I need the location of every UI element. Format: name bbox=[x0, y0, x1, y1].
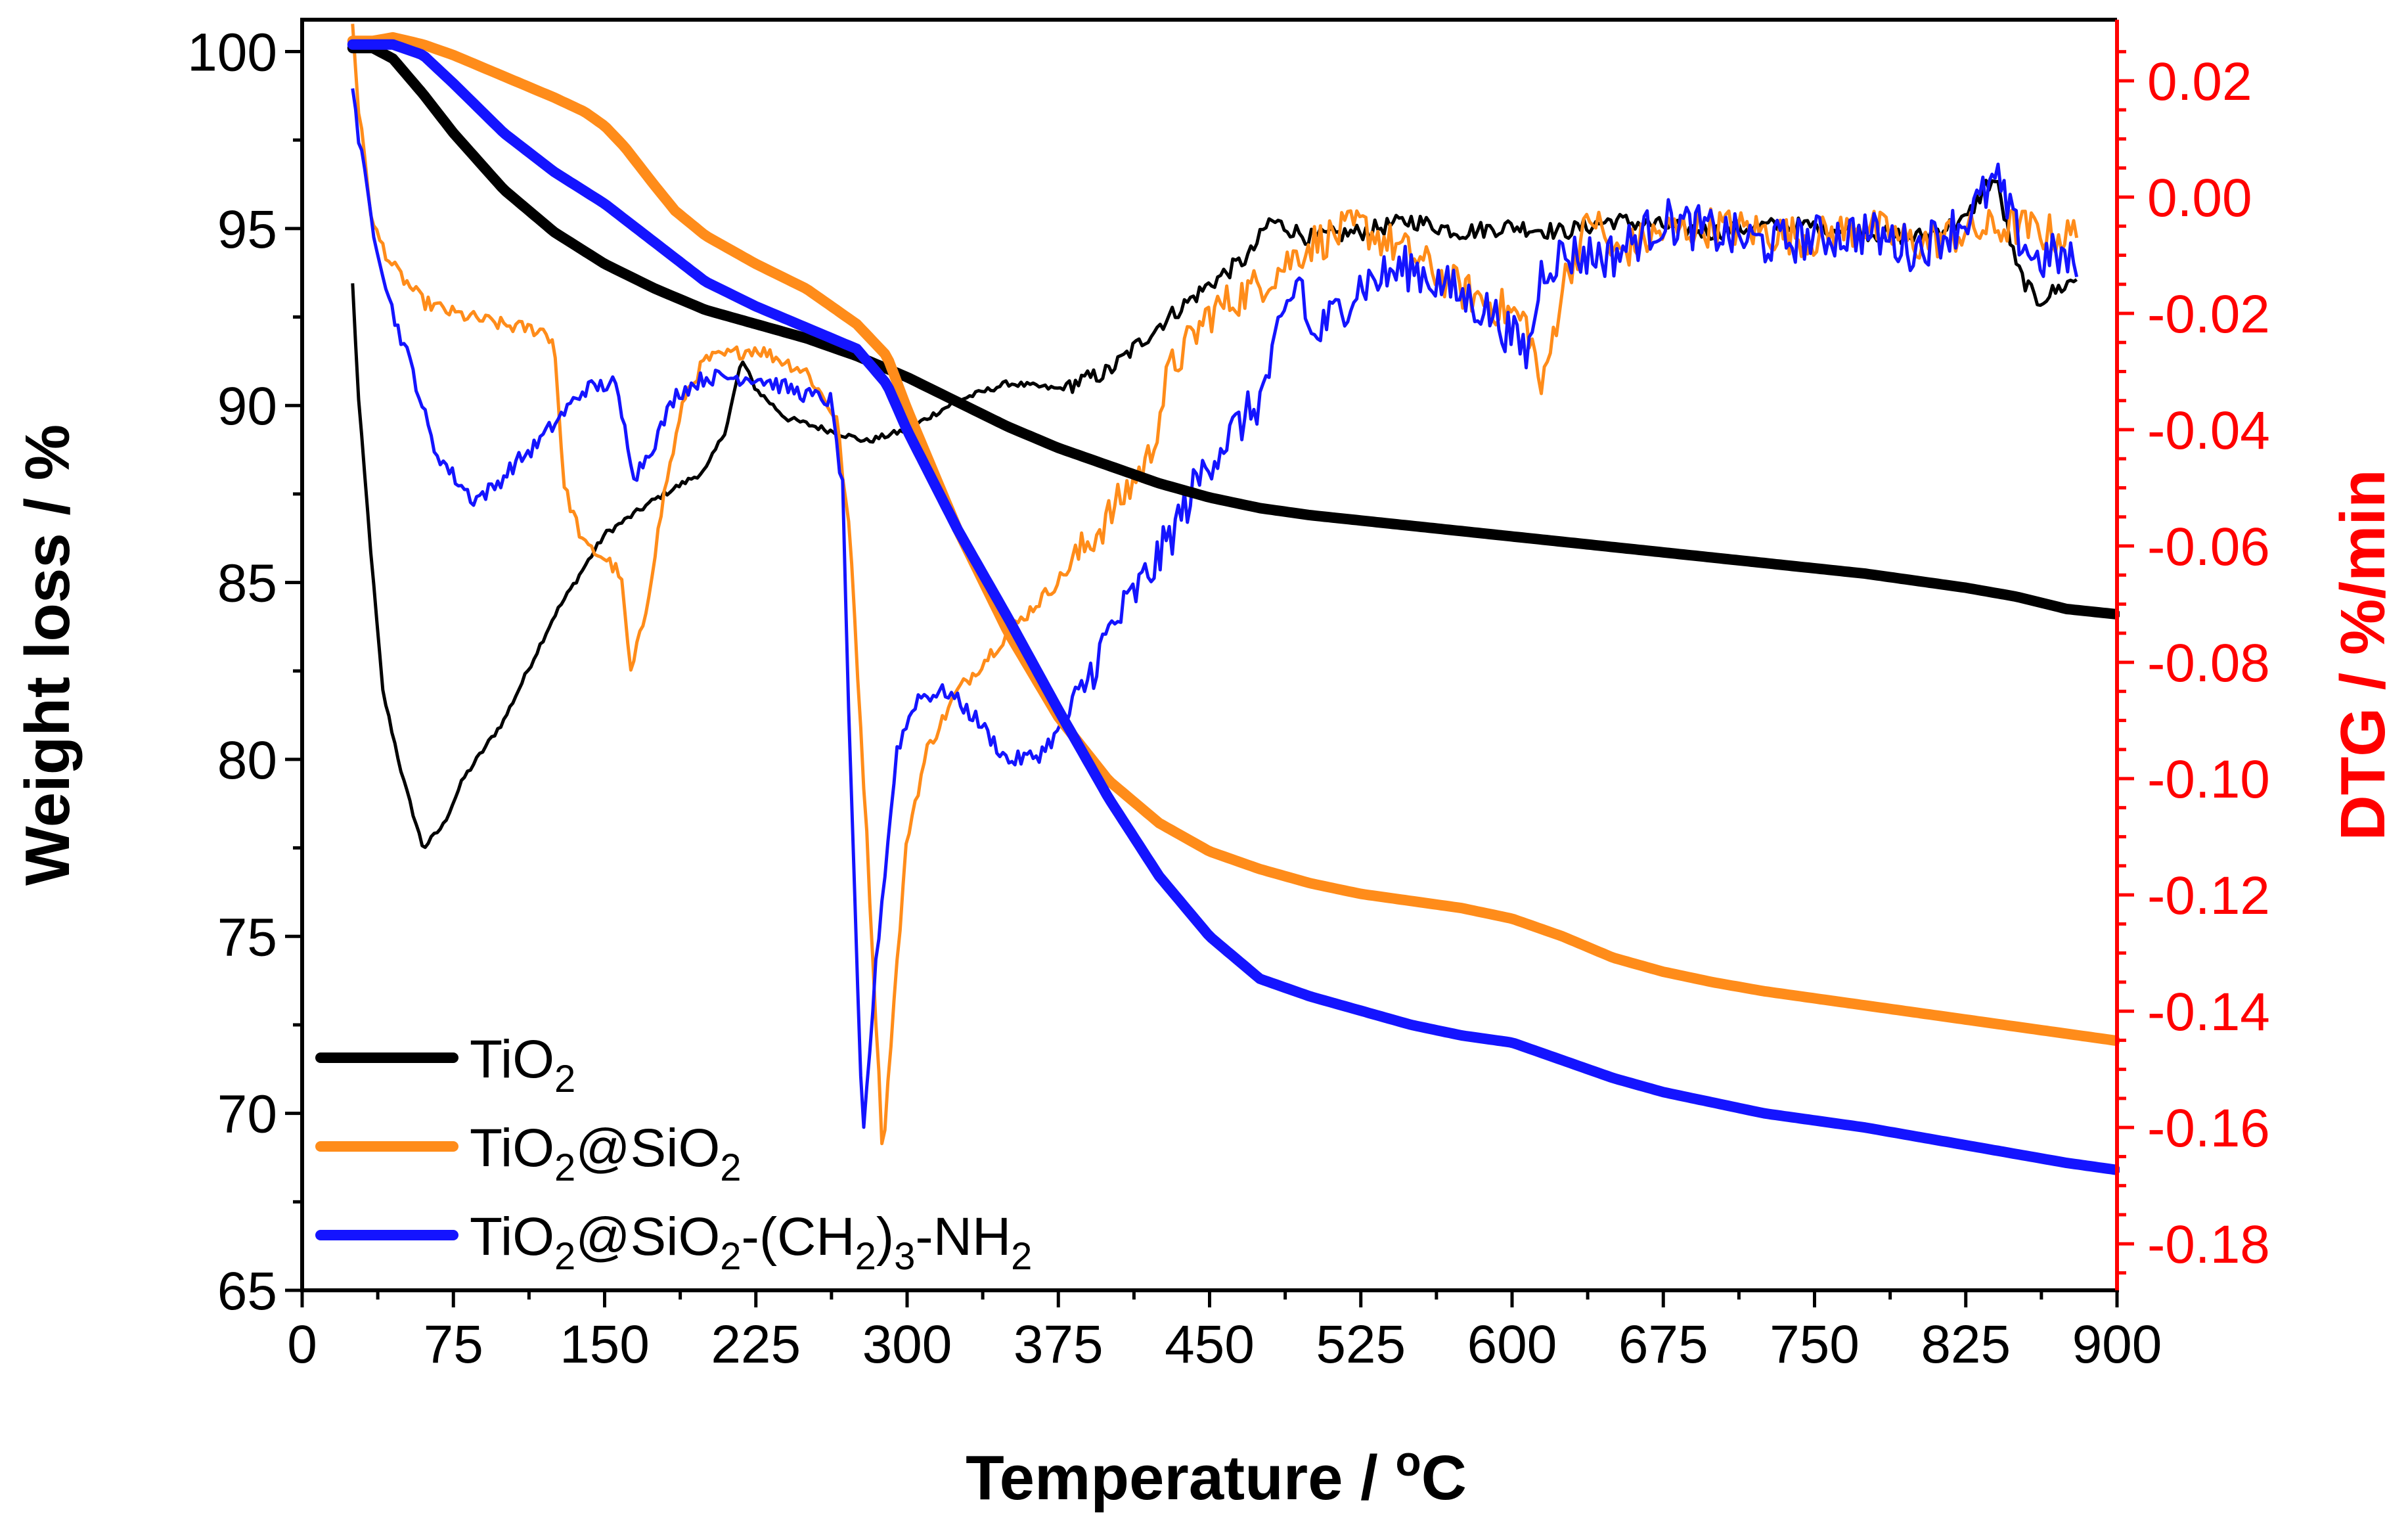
y2-tick-label: -0.16 bbox=[2147, 1098, 2270, 1158]
x-tick-label: 825 bbox=[1921, 1315, 2011, 1374]
x-tick-label: 600 bbox=[1467, 1315, 1557, 1374]
dtg-line-2 bbox=[351, 88, 2079, 1129]
legend-label-2: TiO2@SiO2-(CH2)3-NH2 bbox=[470, 1207, 1032, 1278]
y-tick-label: 85 bbox=[217, 554, 277, 614]
y-axis-title: Weight loss / % bbox=[12, 424, 83, 886]
tga-line-2 bbox=[347, 39, 2120, 1175]
x-tick-label: 0 bbox=[287, 1315, 317, 1374]
tga-line-0 bbox=[347, 43, 2120, 620]
right-mask bbox=[2120, 0, 2408, 1538]
x-tick-label: 900 bbox=[2072, 1315, 2162, 1374]
y2-axis-title: DTG / %/min bbox=[2328, 469, 2398, 840]
y2-tick-label: -0.06 bbox=[2147, 517, 2270, 577]
y2-tick-label: -0.10 bbox=[2147, 750, 2270, 809]
y-tick-label: 95 bbox=[217, 200, 277, 260]
legend: TiO2 TiO2@SiO2 TiO2@SiO2-(CH2)3-NH2 bbox=[315, 1029, 1032, 1278]
y-tick-label: 70 bbox=[217, 1085, 277, 1144]
x-tick-label: 300 bbox=[862, 1315, 952, 1374]
tga-line-1 bbox=[347, 32, 2120, 1046]
x-tick-label: 450 bbox=[1165, 1315, 1255, 1374]
x-tick-label: 225 bbox=[711, 1315, 801, 1374]
y2-tick-label: -0.14 bbox=[2147, 982, 2270, 1042]
y2-tick-label: -0.08 bbox=[2147, 633, 2270, 693]
dtg-line-1 bbox=[351, 24, 2079, 1146]
y2-tick-label: -0.18 bbox=[2147, 1215, 2270, 1275]
y-tick-label: 100 bbox=[187, 22, 277, 82]
y2-tick-label: -0.02 bbox=[2147, 284, 2270, 344]
x-tick-label: 525 bbox=[1316, 1315, 1406, 1374]
x-axis-title: Temperature / oC bbox=[966, 1437, 1467, 1513]
legend-label-0: TiO2 bbox=[470, 1029, 575, 1100]
x-tick-label: 150 bbox=[560, 1315, 650, 1374]
legend-label-1: TiO2@SiO2 bbox=[470, 1118, 742, 1189]
x-tick-label: 375 bbox=[1014, 1315, 1104, 1374]
y2-tick-label: 0.02 bbox=[2147, 52, 2252, 112]
y2-tick-label: -0.12 bbox=[2147, 866, 2270, 926]
y2-tick-label: -0.04 bbox=[2147, 401, 2270, 461]
y-tick-label: 75 bbox=[217, 907, 277, 967]
y-tick-label: 80 bbox=[217, 731, 277, 790]
x-tick-label: 675 bbox=[1618, 1315, 1708, 1374]
y-tick-label: 65 bbox=[217, 1261, 277, 1321]
y-tick-label: 90 bbox=[217, 376, 277, 436]
x-tick-label: 75 bbox=[424, 1315, 483, 1374]
top-mask bbox=[0, 0, 2408, 18]
y2-tick-label: 0.00 bbox=[2147, 168, 2252, 228]
dtg-line-0 bbox=[351, 179, 2078, 849]
x-tick-label: 750 bbox=[1770, 1315, 1860, 1374]
